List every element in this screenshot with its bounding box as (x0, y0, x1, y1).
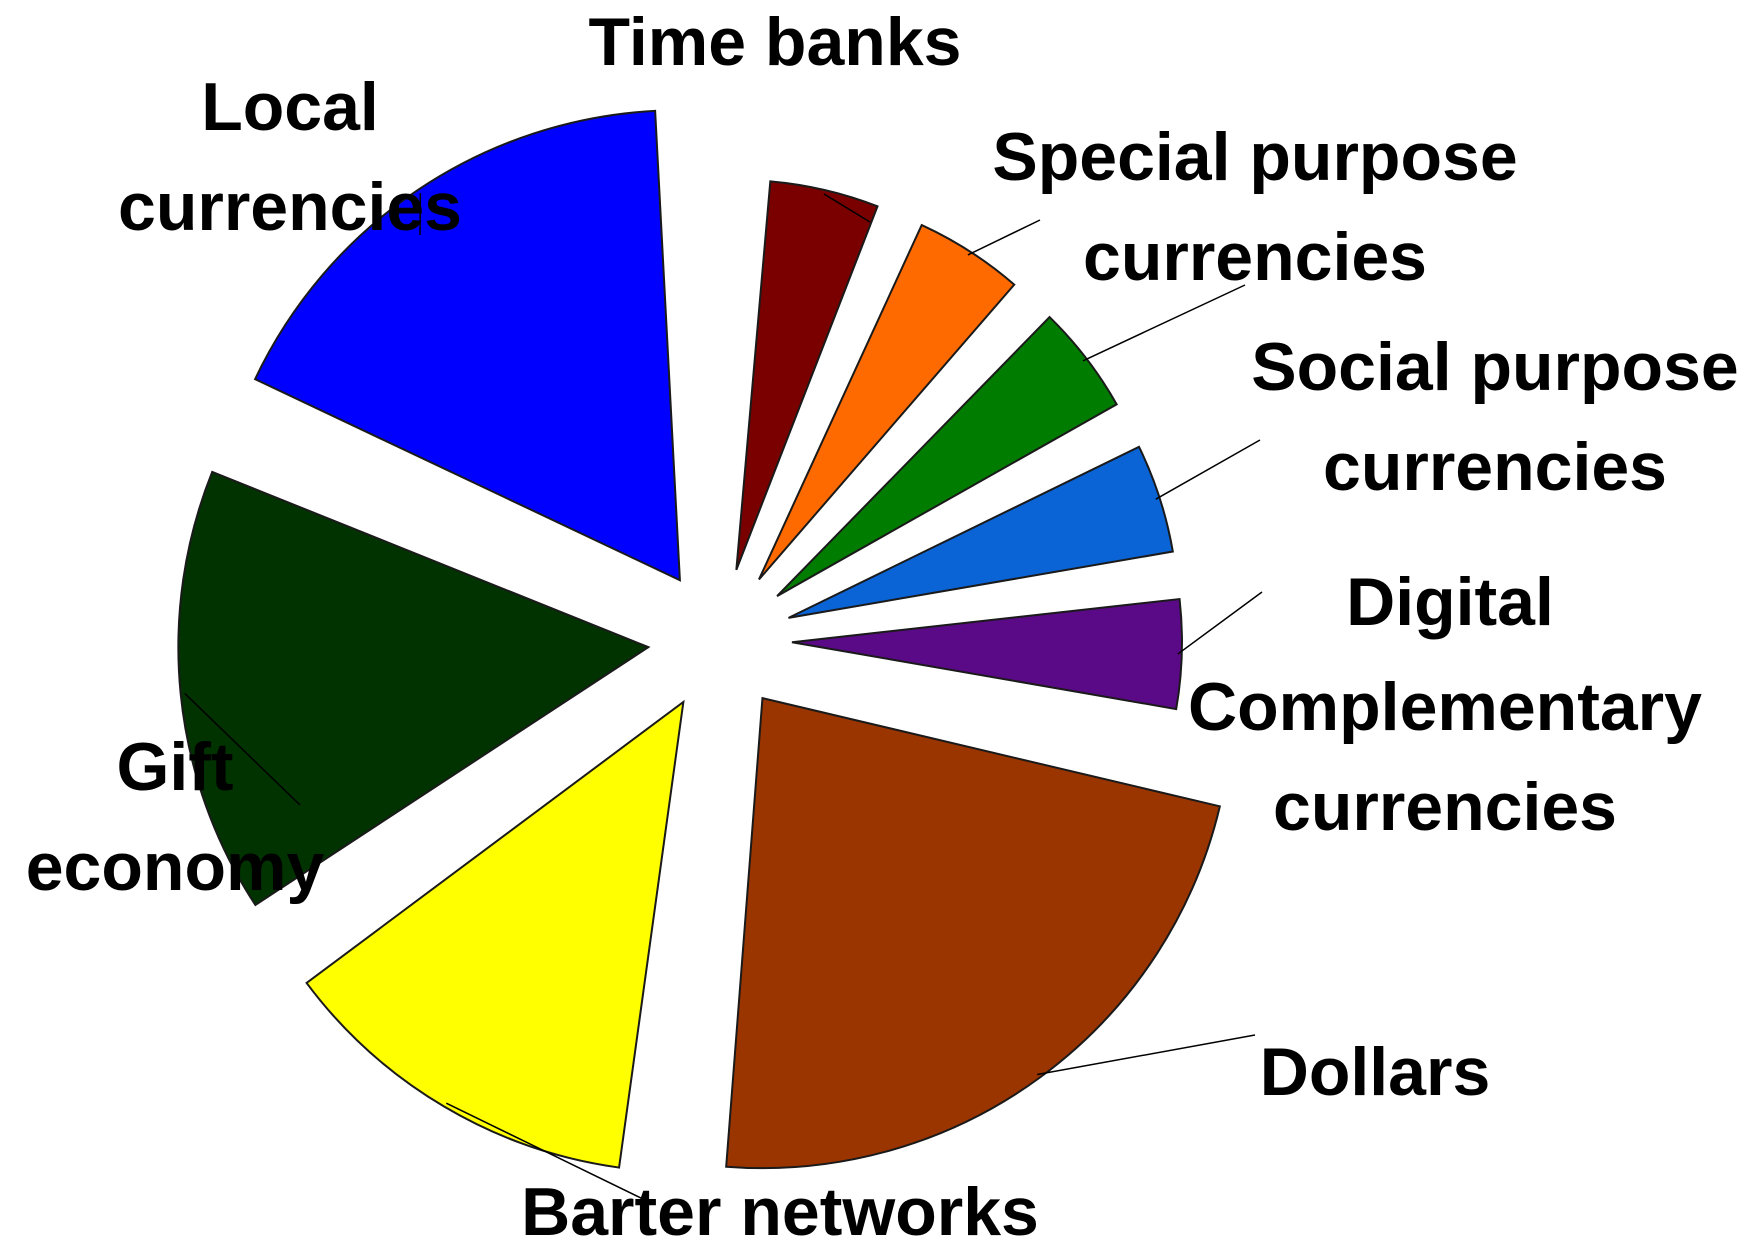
pie-slice (788, 445, 1174, 619)
slice-label-line: Time banks (589, 4, 962, 80)
slice-label-line: currencies (1323, 429, 1667, 505)
slice-label-line: Gift (116, 729, 233, 805)
leader-line (967, 219, 1041, 256)
slice-label-line: Social purpose (1251, 329, 1738, 405)
slice-label-line: currencies (1083, 219, 1427, 295)
slice-label: Barter networks (521, 1174, 1039, 1250)
leader-lines (184, 193, 1263, 1201)
slice-label-line: Dollars (1260, 1034, 1491, 1110)
pie-slice (305, 699, 685, 1169)
slice-label: Local currencies (118, 69, 462, 245)
slice-label-line: Complementary (1188, 669, 1702, 745)
slice-label: Complementary currencies (1188, 669, 1702, 845)
leader-line (184, 692, 301, 806)
slice-label-line: Local (201, 69, 379, 145)
leader-line (823, 193, 871, 223)
slice-label-line: economy (26, 829, 325, 905)
slice-label-line: currencies (118, 169, 462, 245)
slice-label: Digital (1346, 564, 1554, 640)
slice-label-line: currencies (1273, 769, 1617, 845)
pie-slice (776, 315, 1119, 597)
slice-label: Gift economy (26, 729, 325, 905)
leader-line (1082, 284, 1246, 362)
slice-label: Dollars (1260, 1034, 1491, 1110)
slice-label-line: Digital (1346, 564, 1554, 640)
slice-label: Special purpose currencies (992, 119, 1517, 295)
pie-slice (253, 109, 681, 582)
pie-slice (758, 223, 1016, 581)
slice-label-line: Special purpose (992, 119, 1517, 195)
pie-slice (177, 470, 651, 907)
leader-line (1177, 591, 1263, 655)
slice-label: Social purpose currencies (1251, 329, 1738, 505)
leader-line (1155, 439, 1261, 500)
pie-slice (735, 180, 879, 571)
pie-wedges (177, 109, 1222, 1170)
leader-line (445, 1102, 646, 1201)
pie-slice (725, 696, 1222, 1170)
slice-label: Time banks (589, 4, 962, 80)
leader-line (1037, 1034, 1256, 1076)
slice-label-line: Barter networks (521, 1174, 1039, 1250)
pie-slice (791, 597, 1183, 711)
